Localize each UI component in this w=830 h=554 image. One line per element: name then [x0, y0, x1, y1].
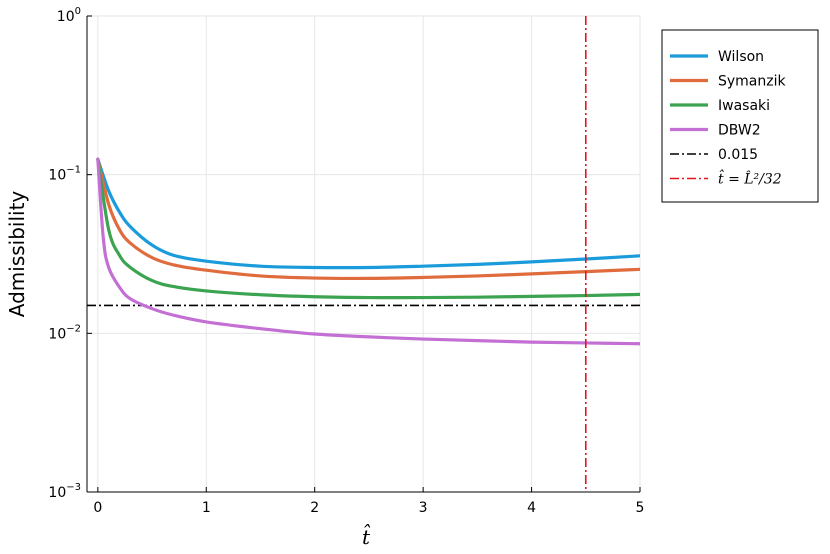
legend-label: 0.015 [718, 147, 758, 163]
x-tick-label: 0 [93, 500, 102, 516]
x-axis-label: t̂ [362, 523, 371, 549]
plot-area [87, 16, 640, 492]
legend-label: Iwasaki [718, 98, 770, 114]
plot-lines [87, 16, 640, 492]
y-tick-label: 100 [57, 6, 81, 25]
axes: 0 1 2 3 4 5 10−3 10−2 10−1 100 [48, 6, 644, 516]
series-line-iwasaki [96, 157, 640, 300]
legend-label: Wilson [718, 49, 764, 65]
x-tick-label: 3 [419, 500, 428, 516]
y-tick-label: 10−3 [48, 482, 81, 501]
legend-label: Symanzik [718, 74, 787, 90]
x-tick-label: 4 [527, 500, 536, 516]
legend-label: DBW2 [718, 123, 761, 139]
y-axis-label: Admissibility [5, 191, 29, 318]
x-tick-label: 2 [310, 500, 319, 516]
series-line-symanzik [96, 157, 640, 281]
y-tick-label: 10−2 [48, 323, 81, 342]
x-tick-label: 1 [202, 500, 211, 516]
legend-label: t̂ = L̂²/32 [718, 168, 782, 187]
legend-box [661, 29, 819, 203]
legend: Wilson Symanzik Iwasaki DBW2 0.015 t̂ = L̂²/3… [661, 29, 819, 203]
series-line-wilson [96, 157, 640, 270]
x-tick-label: 5 [636, 500, 645, 516]
series-line-dbw2 [96, 157, 640, 346]
y-tick-label: 10−1 [48, 165, 81, 184]
